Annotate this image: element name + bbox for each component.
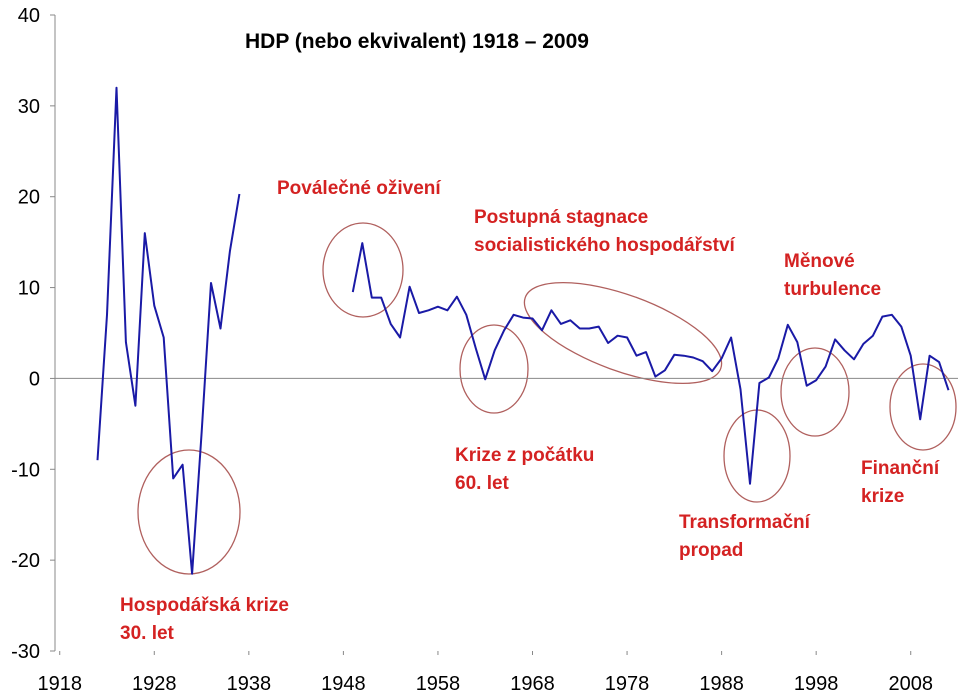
y-tick-label: -10 (11, 459, 40, 481)
annotation: propad (679, 540, 743, 561)
highlight-circles (137, 222, 957, 575)
x-tick-label: 1948 (321, 673, 366, 694)
annotation: Poválečné oživení (277, 178, 441, 199)
x-tick-label: 1928 (132, 673, 177, 694)
x-tick-label: 1958 (416, 673, 461, 694)
y-tick-label: 20 (18, 187, 40, 209)
y-tick-label: 10 (18, 278, 40, 300)
annotation: Transformační (679, 512, 811, 533)
annotation: Měnové (784, 251, 855, 272)
y-tick-label: 0 (29, 368, 40, 390)
circle (322, 222, 404, 318)
y-tick-label: 40 (18, 5, 40, 27)
annotation: 30. let (120, 623, 175, 644)
circle (523, 281, 723, 385)
annotation: Postupná stagnace (474, 207, 648, 228)
x-tick-label: 1968 (510, 673, 555, 694)
annotation: krize (861, 486, 904, 507)
data-line (96, 86, 950, 575)
x-tick-label: 2008 (888, 673, 933, 694)
x-tick-label: 1918 (37, 673, 82, 694)
chart-title: HDP (nebo ekvivalent) 1918 – 2009 (245, 30, 589, 53)
x-tick-label: 1938 (227, 673, 272, 694)
annotation: Hospodářská krize (120, 595, 289, 616)
x-tick-label: 1988 (699, 673, 744, 694)
circle (137, 449, 241, 575)
y-tick-label: -20 (11, 550, 40, 572)
circle (723, 409, 791, 503)
annotation: 60. let (455, 473, 510, 494)
annotation: socialistického hospodářství (474, 235, 736, 256)
annotation: Krize z počátku (455, 445, 594, 466)
annotation: Finanční (861, 458, 940, 479)
y-tick-label: 30 (18, 96, 40, 118)
circle (889, 363, 957, 451)
circle (459, 324, 529, 414)
annotation: turbulence (784, 279, 881, 300)
circle (780, 347, 850, 437)
y-tick-label: -30 (11, 641, 40, 663)
x-tick-label: 1978 (605, 673, 650, 694)
x-tick-label: 1998 (794, 673, 839, 694)
